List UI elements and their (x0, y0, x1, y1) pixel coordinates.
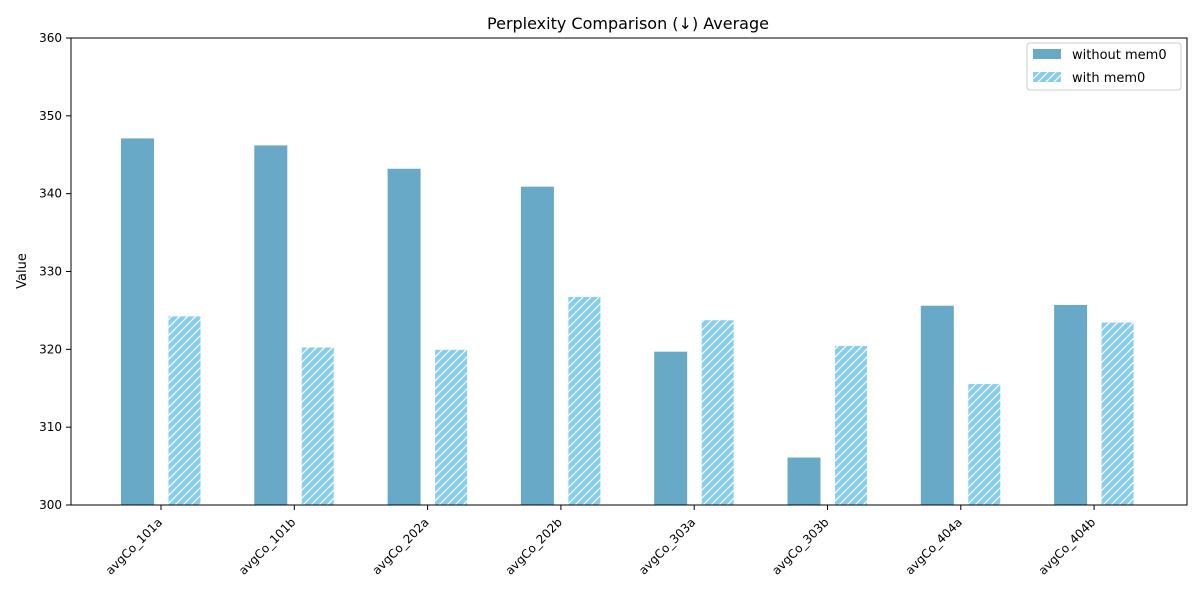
y-axis-label: Value (15, 253, 30, 289)
x-tick-label: avgCo_303a (636, 515, 698, 577)
chart-title: Perplexity Comparison (↓) Average (487, 14, 769, 33)
y-tick-label: 310 (39, 420, 62, 434)
legend-label-with-mem0: with mem0 (1072, 71, 1145, 86)
legend-swatch-without-mem0 (1033, 49, 1061, 59)
bar-with-mem0-avgCo_303b (834, 344, 868, 506)
x-tick-label: avgCo_101a (103, 515, 165, 577)
legend: without mem0 with mem0 (1026, 42, 1182, 91)
bar-with-mem0-avgCo_404b (1100, 321, 1135, 506)
bar-without-mem0-avgCo_303a (654, 351, 688, 505)
y-tick-label: 360 (39, 31, 62, 45)
y-tick-label: 330 (39, 265, 62, 279)
legend-swatch-with-mem0 (1033, 72, 1061, 82)
legend-frame (1026, 42, 1182, 91)
bar-without-mem0-avgCo_303b (787, 457, 821, 505)
y-tick-label: 300 (39, 498, 62, 512)
plot-frame (70, 37, 1188, 506)
y-tick-label: 340 (39, 187, 62, 201)
bar-with-mem0-avgCo_303a (700, 319, 735, 506)
legend-label-without-mem0: without mem0 (1072, 48, 1167, 63)
bar-without-mem0-avgCo_202b (520, 186, 554, 505)
x-tick-label: avgCo_404b (1036, 515, 1098, 577)
bar-without-mem0-avgCo_101a (121, 138, 154, 505)
bar-with-mem0-avgCo_404a (967, 383, 1002, 506)
bars-group (121, 138, 1135, 506)
bar-without-mem0-avgCo_404b (1054, 304, 1088, 505)
bar-without-mem0-avgCo_202a (387, 168, 421, 505)
x-tick-label: avgCo_101b (236, 515, 298, 577)
x-tick-label: avgCo_202a (369, 515, 431, 577)
bar-with-mem0-avgCo_202b (567, 295, 602, 506)
y-tick-label: 320 (39, 342, 62, 356)
bar-with-mem0-avgCo_101a (167, 315, 202, 506)
x-tick-label: avgCo_404a (903, 515, 965, 577)
x-tick-label: avgCo_202b (503, 515, 565, 577)
axes-group: avgCo_101a avgCo_101b avgCo_202a avgCo_202b… (39, 31, 1188, 578)
bar-without-mem0-avgCo_101b (254, 145, 288, 505)
bar-with-mem0-avgCo_101b (300, 346, 335, 506)
y-tick-label: 350 (39, 109, 62, 123)
x-tick-label: avgCo_303b (769, 515, 831, 577)
bar-without-mem0-avgCo_404a (920, 305, 954, 505)
bar-with-mem0-avgCo_202a (434, 348, 469, 506)
